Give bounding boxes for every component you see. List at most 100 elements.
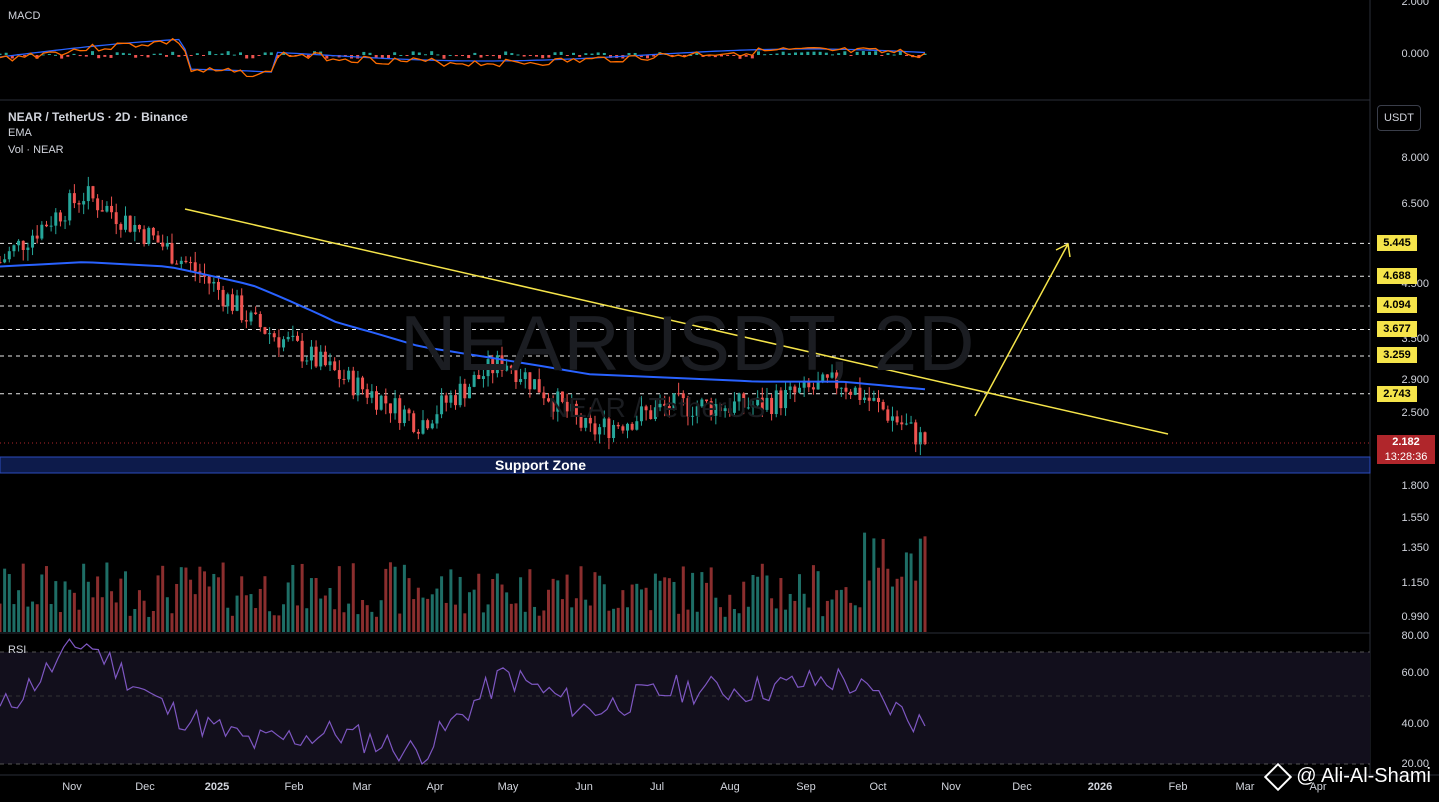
candle bbox=[505, 365, 509, 371]
macd-histogram-bar bbox=[60, 55, 64, 59]
macd-label[interactable]: MACD bbox=[8, 10, 41, 22]
volume-bar bbox=[579, 566, 583, 632]
volume-bar bbox=[546, 589, 550, 632]
candle bbox=[546, 398, 550, 402]
volume-bar bbox=[909, 553, 913, 632]
volume-bar bbox=[649, 610, 653, 632]
volume-bar bbox=[165, 597, 169, 632]
macd-histogram-bar bbox=[547, 55, 551, 58]
macd-histogram-bar bbox=[134, 55, 138, 58]
candle bbox=[151, 227, 155, 236]
candle bbox=[853, 387, 857, 395]
candle bbox=[454, 395, 458, 406]
candle bbox=[774, 390, 778, 415]
candle bbox=[519, 379, 523, 383]
volume-bar bbox=[105, 562, 109, 632]
trend-line bbox=[184, 208, 1169, 435]
volume-bar bbox=[226, 607, 230, 632]
volume-bar bbox=[700, 572, 704, 632]
macd-histogram-bar bbox=[528, 55, 532, 56]
volume-bar bbox=[147, 616, 151, 632]
volume-bar bbox=[881, 538, 885, 632]
volume-label[interactable]: Vol · NEAR bbox=[8, 144, 64, 156]
candle bbox=[286, 336, 290, 340]
level-tag[interactable]: 4.688 bbox=[1377, 268, 1417, 284]
candle bbox=[895, 416, 899, 423]
level-tag[interactable]: 5.445 bbox=[1377, 235, 1417, 251]
volume-bar bbox=[565, 574, 569, 632]
macd-histogram-bar bbox=[880, 55, 884, 56]
candle bbox=[17, 240, 21, 246]
macd-histogram-bar bbox=[54, 54, 57, 56]
macd-histogram-bar bbox=[158, 53, 162, 55]
level-tag[interactable]: 3.677 bbox=[1377, 321, 1417, 337]
macd-histogram-bar bbox=[35, 55, 39, 59]
macd-tick: 2.000 bbox=[1401, 0, 1429, 8]
level-tag[interactable]: 4.094 bbox=[1377, 297, 1417, 313]
candle bbox=[858, 387, 862, 400]
macd-histogram-bar bbox=[72, 53, 76, 55]
candle bbox=[263, 327, 267, 334]
macd-histogram-bar bbox=[78, 55, 82, 57]
binance-logo-icon bbox=[1264, 762, 1293, 791]
macd-histogram-bar bbox=[905, 55, 908, 56]
volume-bar bbox=[249, 594, 253, 632]
ema-line bbox=[0, 261, 926, 391]
volume-bar bbox=[263, 576, 267, 632]
candle bbox=[779, 390, 783, 409]
candle bbox=[663, 403, 667, 407]
macd-histogram-bar bbox=[732, 55, 736, 56]
candle bbox=[751, 405, 755, 408]
candle bbox=[742, 393, 746, 408]
candle bbox=[0, 262, 2, 264]
macd-histogram-bar bbox=[744, 55, 748, 57]
volume-bar bbox=[161, 565, 165, 632]
volume-bar bbox=[756, 576, 760, 632]
level-tag[interactable]: 2.743 bbox=[1377, 386, 1417, 402]
candle bbox=[365, 389, 369, 398]
volume-bar bbox=[203, 571, 207, 632]
candle bbox=[91, 186, 95, 199]
candle bbox=[616, 424, 620, 427]
symbol-title[interactable]: NEAR / TetherUS · 2D · Binance bbox=[8, 110, 188, 124]
macd-histogram-bar bbox=[670, 55, 674, 57]
candle bbox=[179, 260, 183, 265]
candle bbox=[658, 403, 662, 408]
ema-label[interactable]: EMA bbox=[8, 127, 32, 139]
macd-histogram-bar bbox=[251, 55, 255, 59]
volume-bar bbox=[193, 594, 197, 632]
macd-histogram-bar bbox=[639, 55, 643, 58]
level-tag[interactable]: 3.259 bbox=[1377, 347, 1417, 363]
volume-bar bbox=[904, 552, 908, 632]
currency-button[interactable]: USDT bbox=[1377, 105, 1421, 131]
candle bbox=[309, 346, 313, 361]
macd-histogram-bar bbox=[362, 51, 366, 55]
volume-bar bbox=[793, 600, 797, 632]
candle bbox=[677, 393, 681, 395]
volume-bar bbox=[588, 605, 592, 632]
macd-histogram-bar bbox=[806, 51, 810, 55]
candle bbox=[277, 337, 281, 348]
volume-bar bbox=[663, 577, 667, 632]
macd-histogram-bar bbox=[47, 54, 51, 56]
volume-bar bbox=[268, 611, 272, 632]
volume-bar bbox=[472, 589, 476, 632]
candle bbox=[342, 378, 346, 380]
macd-histogram-bar bbox=[220, 53, 224, 55]
volume-bar bbox=[886, 568, 890, 632]
candle bbox=[21, 240, 25, 250]
candle bbox=[119, 224, 123, 230]
candle bbox=[347, 370, 351, 380]
macd-histogram-bar bbox=[195, 53, 199, 55]
candle bbox=[918, 432, 922, 445]
volume-bar bbox=[235, 595, 239, 632]
candle bbox=[235, 295, 239, 311]
time-tick: Mar bbox=[1235, 781, 1255, 793]
macd-histogram-bar bbox=[713, 55, 717, 58]
volume-bar bbox=[765, 575, 769, 632]
rsi-label[interactable]: RSI bbox=[8, 644, 27, 656]
candle bbox=[495, 355, 499, 374]
volume-bar bbox=[802, 593, 806, 632]
